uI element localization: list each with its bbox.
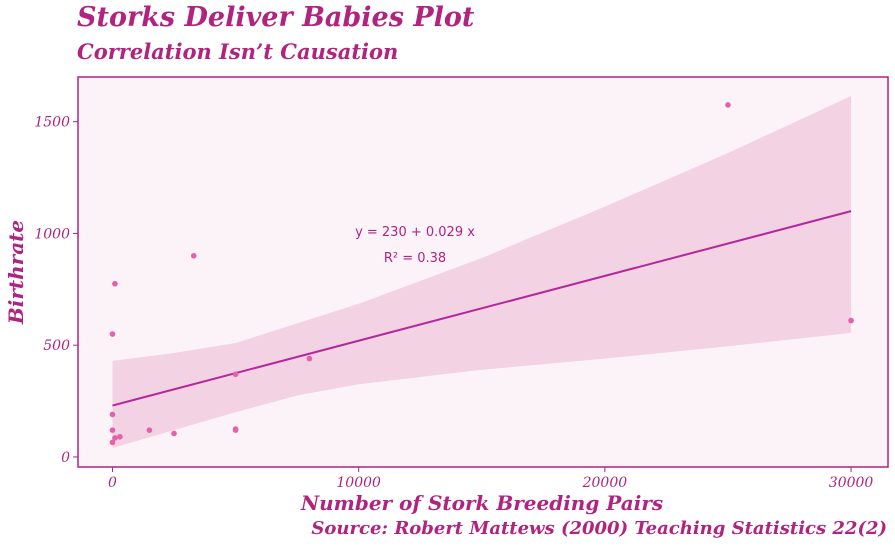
y-tick-label: 0	[61, 450, 70, 466]
data-point	[306, 355, 313, 362]
data-point	[848, 317, 854, 324]
r-squared-label: R² = 0.38	[384, 251, 446, 266]
x-axis-ticks: 0 10000 20000 30000	[108, 467, 873, 491]
x-tick-label: 30000	[829, 475, 874, 491]
confidence-band	[112, 96, 852, 448]
y-tick-label: 1500	[34, 115, 70, 131]
data-point	[109, 439, 116, 446]
data-point	[109, 331, 116, 337]
data-point	[112, 435, 118, 441]
x-axis-title: Number of Stork Breeding Pairs	[300, 491, 663, 515]
x-tick-label: 10000	[336, 475, 381, 491]
y-axis-title: Birthrate	[4, 220, 28, 325]
source-caption: Source: Robert Mattews (2000) Teaching S…	[311, 518, 887, 539]
data-point	[171, 430, 177, 437]
y-tick-label: 500	[43, 338, 70, 354]
data-point	[190, 252, 197, 259]
regression-equation: y = 230 + 0.029 x	[355, 225, 475, 240]
x-tick-label: 20000	[582, 475, 628, 491]
points-layer	[109, 102, 854, 446]
data-point	[232, 426, 239, 432]
data-point	[109, 411, 116, 418]
y-tick-label: 1000	[34, 226, 70, 242]
confidence-band-layer	[112, 96, 852, 448]
y-axis-ticks: 0 500 1000 1500	[34, 115, 78, 466]
x-tick-label: 0	[108, 475, 117, 491]
data-point	[146, 427, 153, 433]
chart-subtitle: Correlation Isn’t Causation	[77, 39, 399, 64]
data-point	[117, 434, 123, 440]
data-point	[232, 371, 239, 378]
chart-title: Storks Deliver Babies Plot	[77, 2, 475, 33]
data-point	[112, 280, 118, 287]
data-point	[725, 102, 731, 108]
data-point	[109, 427, 116, 433]
